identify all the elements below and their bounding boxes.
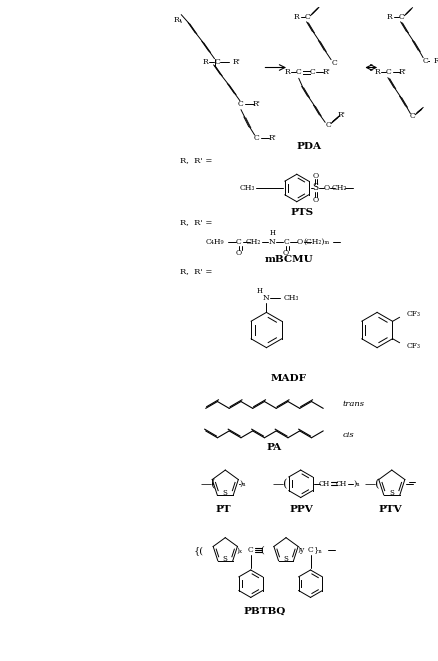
Text: cis: cis: [342, 431, 353, 439]
Text: R': R': [268, 134, 276, 142]
Text: O: O: [311, 173, 318, 180]
Text: CH: CH: [335, 480, 346, 488]
Text: C: C: [283, 238, 288, 246]
Text: C: C: [253, 134, 259, 142]
Text: R: R: [293, 13, 299, 20]
Text: R,  R' =: R, R' =: [180, 218, 212, 226]
Text: R': R': [252, 100, 260, 108]
Text: PTS: PTS: [290, 208, 313, 217]
Text: CH₃: CH₃: [283, 293, 299, 301]
Text: C₄H₉: C₄H₉: [205, 238, 223, 246]
Text: C: C: [325, 122, 330, 130]
Text: )ₓ: )ₓ: [237, 547, 243, 555]
Text: C: C: [385, 68, 391, 77]
Text: PBTBQ: PBTBQ: [243, 607, 285, 615]
Text: R: R: [202, 58, 208, 65]
Text: H: H: [268, 229, 275, 237]
Text: N: N: [262, 293, 269, 301]
Text: {(: {(: [194, 546, 204, 555]
Text: trans: trans: [342, 401, 364, 408]
Text: —(: —(: [364, 479, 379, 489]
Text: C: C: [237, 100, 243, 108]
Text: C: C: [247, 547, 253, 555]
Text: —(: —(: [272, 479, 287, 489]
Text: O: O: [311, 196, 318, 204]
Text: O: O: [323, 184, 329, 192]
Text: —(: —(: [200, 479, 216, 489]
Text: PTV: PTV: [377, 505, 401, 514]
Text: R,  R' =: R, R' =: [180, 157, 212, 165]
Text: C: C: [409, 112, 414, 120]
Text: O: O: [283, 249, 288, 256]
Text: R: R: [173, 15, 179, 24]
Text: S: S: [223, 489, 227, 497]
Text: )y: )y: [297, 547, 304, 555]
Text: MADF: MADF: [270, 375, 306, 383]
Text: R: R: [374, 68, 379, 77]
Text: (: (: [260, 546, 264, 555]
Text: S: S: [283, 555, 288, 563]
Text: R': R': [433, 57, 438, 65]
Text: C: C: [309, 68, 314, 77]
Text: C: C: [421, 57, 427, 65]
Text: CH: CH: [318, 480, 329, 488]
Text: R': R': [232, 58, 240, 65]
Text: C: C: [398, 13, 403, 20]
Text: R: R: [386, 13, 392, 20]
Text: )ₙ: )ₙ: [239, 480, 246, 488]
Text: CF₃: CF₃: [406, 342, 420, 350]
Text: C: C: [307, 547, 313, 555]
Text: CF₃: CF₃: [406, 310, 420, 319]
Text: (CH₂)ₘ: (CH₂)ₘ: [303, 238, 328, 246]
Text: PDA: PDA: [295, 142, 320, 151]
Text: CH₃: CH₃: [239, 184, 254, 192]
Text: CH₂: CH₂: [330, 184, 346, 192]
Text: O: O: [296, 238, 302, 246]
Text: C: C: [330, 59, 336, 67]
Text: PPV: PPV: [289, 505, 313, 514]
Text: C: C: [304, 13, 310, 20]
Text: R,  R' =: R, R' =: [180, 267, 212, 275]
Text: PA: PA: [266, 443, 281, 452]
Text: C: C: [295, 68, 301, 77]
Text: S: S: [311, 184, 318, 192]
Text: S: S: [223, 555, 227, 563]
Text: O: O: [235, 249, 241, 256]
Text: R': R': [321, 68, 329, 77]
Text: R': R': [337, 110, 345, 118]
Text: N: N: [268, 238, 275, 246]
Text: C: C: [214, 58, 220, 65]
Text: CH₂: CH₂: [245, 238, 261, 246]
Text: R: R: [283, 68, 289, 77]
Text: }ₙ: }ₙ: [313, 547, 322, 555]
Text: )ₙ: )ₙ: [352, 480, 359, 488]
Text: S: S: [389, 489, 393, 497]
Text: C: C: [236, 238, 241, 246]
Text: R': R': [398, 68, 406, 77]
Text: PT: PT: [215, 505, 231, 514]
Text: H: H: [256, 287, 262, 295]
Text: mBCMU: mBCMU: [264, 255, 313, 264]
